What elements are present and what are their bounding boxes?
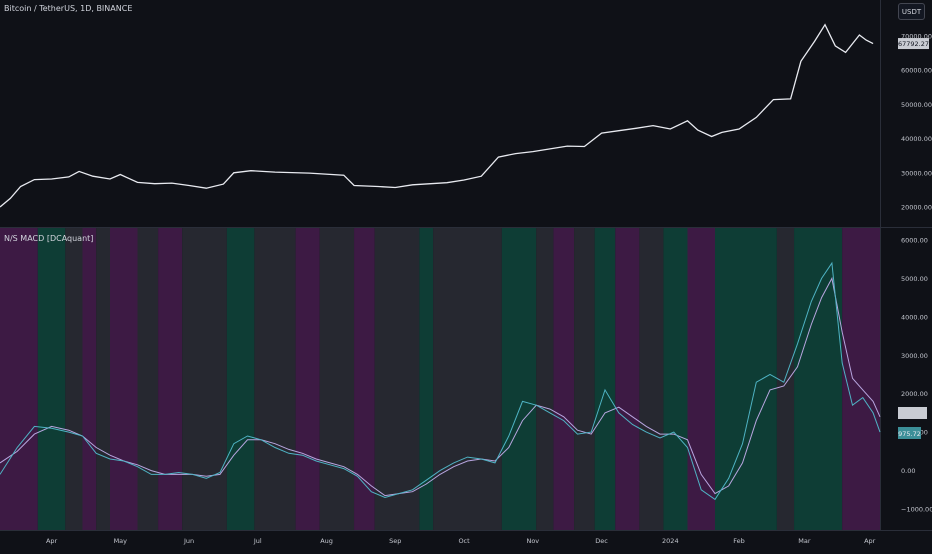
price-tick-label: 70000.00 bbox=[901, 33, 932, 41]
macd-zone-neutral bbox=[65, 228, 83, 530]
macd-zone-bear bbox=[354, 228, 375, 530]
signal-series-line bbox=[0, 276, 881, 497]
macd-zone-bear bbox=[295, 228, 320, 530]
macd-series-line bbox=[0, 261, 881, 501]
macd-zone-bull bbox=[794, 228, 843, 530]
macd-zone-bull bbox=[226, 228, 255, 530]
price-series-line bbox=[0, 23, 874, 208]
macd-tick-label: 2000.00 bbox=[901, 390, 928, 398]
macd-zone-bear bbox=[110, 228, 138, 530]
price-tick-label: 30000.00 bbox=[901, 169, 932, 177]
macd-zone-bull bbox=[663, 228, 688, 530]
currency-unit-button[interactable]: USDT bbox=[898, 3, 925, 20]
macd-zone-neutral bbox=[182, 228, 227, 530]
macd-zone-neutral bbox=[96, 228, 110, 530]
time-tick-label: Apr bbox=[46, 537, 58, 545]
time-tick-label: Oct bbox=[458, 537, 470, 545]
time-tick-label: Aug bbox=[320, 537, 333, 545]
last-price-label: 67792.27 bbox=[898, 38, 929, 50]
macd-tick-label: 4000.00 bbox=[901, 313, 928, 321]
macd-zone-bear bbox=[842, 228, 880, 530]
time-tick-label: Nov bbox=[526, 537, 539, 545]
macd-zone-bull bbox=[501, 228, 537, 530]
macd-zone-neutral bbox=[639, 228, 664, 530]
macd-value: 975.72 bbox=[898, 430, 921, 438]
price-tick-label: 60000.00 bbox=[901, 67, 932, 75]
macd-zone-neutral bbox=[433, 228, 502, 530]
macd-zone-bull bbox=[594, 228, 616, 530]
macd-zone-bull bbox=[37, 228, 66, 530]
macd-value-label: 975.72 bbox=[898, 427, 921, 439]
macd-zones bbox=[0, 228, 880, 530]
macd-zone-bear bbox=[553, 228, 575, 530]
time-tick-label: Apr bbox=[864, 537, 876, 545]
macd-zone-bear bbox=[615, 228, 640, 530]
time-tick-label: Mar bbox=[798, 537, 811, 545]
last-price-value: 67792.27 bbox=[898, 40, 929, 48]
price-axis[interactable]: 70000.00 60000.00 50000.00 40000.00 30000.00… bbox=[901, 33, 932, 212]
macd-axis[interactable]: 6000.005000.004000.003000.002000.001000.… bbox=[901, 237, 932, 514]
price-tick-label: 20000.00 bbox=[901, 204, 932, 212]
macd-zone-bear bbox=[0, 228, 38, 530]
price-tick-label: 40000.00 bbox=[901, 135, 932, 143]
macd-zone-neutral bbox=[536, 228, 554, 530]
macd-zone-neutral bbox=[574, 228, 595, 530]
signal-value-label bbox=[898, 407, 927, 419]
time-tick-label: May bbox=[114, 537, 128, 545]
macd-tick-label: 3000.00 bbox=[901, 352, 928, 360]
time-tick-label: Feb bbox=[733, 537, 745, 545]
macd-zone-bull bbox=[715, 228, 777, 530]
macd-zone-neutral bbox=[254, 228, 296, 530]
macd-zone-bear bbox=[687, 228, 715, 530]
time-tick-label: Sep bbox=[389, 537, 401, 545]
macd-tick-label: 0.00 bbox=[901, 467, 915, 475]
macd-tick-label: 6000.00 bbox=[901, 237, 928, 245]
indicator-title: N/S MACD [DCAquant] bbox=[4, 234, 94, 243]
time-tick-label: Dec bbox=[595, 537, 608, 545]
time-tick-label: 2024 bbox=[662, 537, 679, 545]
time-tick-label: Jul bbox=[253, 537, 262, 545]
price-tick-label: 50000.00 bbox=[901, 101, 932, 109]
macd-zone-neutral bbox=[374, 228, 420, 530]
macd-tick-label: 5000.00 bbox=[901, 275, 928, 283]
macd-tick-label: −1000.00 bbox=[901, 506, 932, 514]
time-tick-label: Jun bbox=[183, 537, 194, 545]
macd-zone-bull bbox=[419, 228, 434, 530]
macd-zone-bear bbox=[82, 228, 97, 530]
macd-zone-bear bbox=[158, 228, 183, 530]
symbol-title: Bitcoin / TetherUS, 1D, BINANCE bbox=[4, 4, 133, 13]
time-axis[interactable]: Apr May Jun Jul Aug Sep Oct Nov Dec 2024 Feb Mar Apr bbox=[46, 537, 876, 545]
macd-zone-neutral bbox=[319, 228, 355, 530]
macd-zone-neutral bbox=[137, 228, 159, 530]
